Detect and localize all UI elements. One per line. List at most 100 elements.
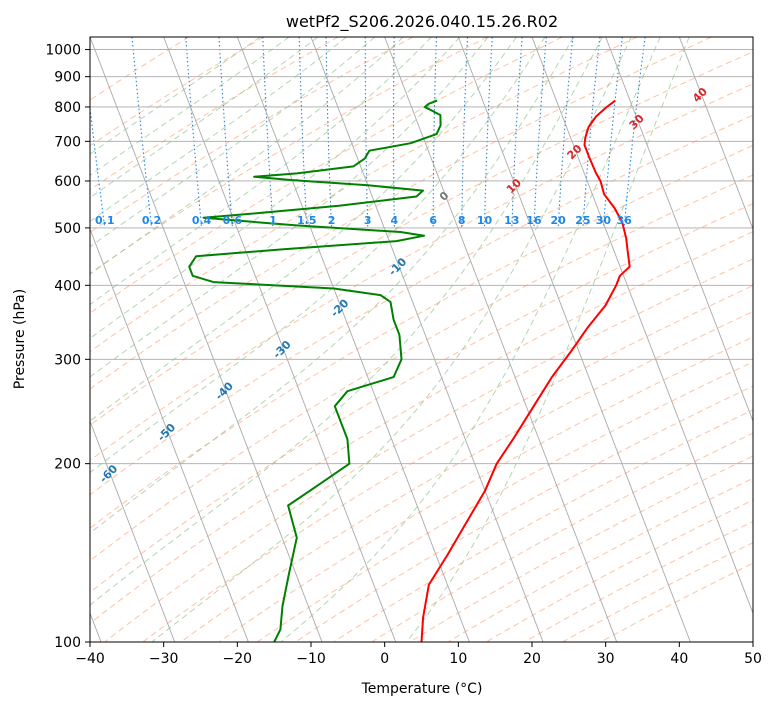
chart-title: wetPf2_S206.2026.040.15.26.R02: [286, 12, 558, 32]
dry-adiabat-line: [409, 455, 753, 642]
moist-adiabat-line: [90, 37, 546, 474]
mixing-ratio-line: [262, 37, 274, 228]
mixing-ratio-line: [131, 37, 153, 228]
y-tick-label: 600: [54, 174, 81, 190]
moist-adiabat-line: [90, 37, 261, 155]
y-tick-label: 900: [54, 70, 81, 86]
mixing-ratio-label: 3: [364, 214, 372, 227]
moist-adiabat-line: [280, 37, 661, 642]
dry-adiabat-line: [142, 285, 753, 642]
mixing-ratio-label: 0.1: [95, 214, 115, 227]
y-tick-label: 400: [54, 278, 81, 294]
dry-adiabat-line: [104, 258, 753, 642]
isotherm-line: [163, 37, 397, 642]
dry-adiabat-line: [90, 203, 753, 594]
mixing-ratio-label: 0.6: [223, 214, 243, 227]
y-tick-label: 500: [54, 221, 81, 237]
mixing-ratio-label: 13: [504, 214, 519, 227]
dry-adiabat-line: [562, 542, 753, 642]
y-tick-label: 1000: [45, 43, 81, 59]
moist-adiabat-line: [90, 37, 319, 199]
moist-adiabat-line: [90, 37, 461, 340]
x-tick-label: 40: [670, 651, 688, 667]
dewpoint-line: [188, 99, 442, 642]
isotherm-line: [90, 419, 176, 642]
dry-adiabat-line: [90, 144, 753, 529]
dry-adiabat-line: [447, 477, 753, 642]
isotherm-label: 30: [627, 112, 647, 132]
dry-adiabat-line: [90, 37, 638, 353]
mixing-ratio-line: [185, 37, 203, 228]
mixing-ratio-line: [602, 37, 623, 228]
isotherm-line: [90, 227, 249, 642]
moist-adiabat-line: [406, 37, 690, 642]
isotherm-line: [384, 37, 618, 642]
moist-adiabat-line: [90, 37, 489, 378]
y-tick-label: 100: [54, 635, 81, 651]
moist-adiabat-line: [90, 37, 603, 606]
mixing-ratio-line: [298, 37, 308, 228]
dry-adiabat-line: [90, 231, 753, 624]
dry-adiabat-line: [218, 336, 753, 642]
mixing-ratio-label: 6: [429, 214, 437, 227]
isotherm-label: 40: [690, 85, 710, 105]
y-tick-label: 700: [54, 134, 81, 150]
mixing-ratio-label: 25: [575, 214, 590, 227]
dry-adiabat-line: [90, 37, 414, 233]
x-tick-label: 50: [744, 651, 762, 667]
isotherm-label: 0: [437, 189, 452, 204]
x-tick-label: −40: [75, 651, 105, 667]
isotherm-line: [678, 37, 753, 231]
dry-adiabat-line: [257, 361, 753, 642]
mixing-ratio-line: [483, 37, 493, 228]
dry-adiabat-line: [524, 520, 753, 642]
mixing-ratio-line: [533, 37, 547, 228]
x-tick-label: 30: [597, 651, 615, 667]
dry-adiabat-line: [90, 37, 563, 314]
moist-adiabat-line: [90, 37, 290, 176]
mixing-ratio-label: 0.2: [142, 214, 162, 227]
x-axis-label: Temperature (°C): [361, 681, 483, 697]
dry-adiabat-line: [90, 37, 190, 101]
isotherm-line: [752, 37, 753, 39]
moist-adiabat-line: [90, 37, 376, 248]
isotherm-label: 10: [504, 176, 524, 196]
isotherm-line: [90, 37, 323, 642]
moist-adiabat-line: [90, 37, 347, 222]
isotherm-label: -50: [155, 421, 178, 444]
mixing-ratio-line: [90, 104, 106, 228]
dry-adiabat-line: [90, 37, 712, 390]
mixing-ratio-line: [432, 37, 437, 228]
dry-adiabat-line: [90, 37, 488, 274]
isotherm-label: -40: [213, 379, 236, 402]
mixing-ratio-label: 1: [269, 214, 277, 227]
isotherm-line: [531, 37, 753, 615]
mixing-ratio-line: [582, 37, 601, 228]
mixing-ratio-label: 36: [616, 214, 632, 227]
dry-adiabat-line: [90, 114, 753, 496]
dry-adiabat-line: [90, 37, 264, 147]
dry-adiabat-line: [295, 385, 753, 642]
mixing-ratio-label: 10: [477, 214, 493, 227]
y-tick-label: 200: [54, 457, 81, 473]
mixing-ratio-label: 0.4: [192, 214, 212, 227]
y-axis-label: Pressure (hPa): [12, 289, 28, 389]
isotherm-line: [310, 37, 544, 642]
mixing-ratio-label: 8: [458, 214, 466, 227]
isotherm-line: [457, 37, 691, 642]
x-tick-label: −10: [296, 651, 326, 667]
mixing-ratio-line: [557, 37, 574, 228]
plot-area: [90, 37, 753, 642]
mixing-ratio-label: 2: [328, 214, 336, 227]
mixing-ratio-line: [364, 37, 369, 228]
x-tick-label: −30: [149, 651, 179, 667]
x-tick-label: 10: [449, 651, 467, 667]
isotherm-label: 20: [565, 142, 585, 162]
mixing-ratio-label: 20: [551, 214, 567, 227]
isotherm-line: [605, 37, 753, 423]
y-tick-label: 300: [54, 352, 81, 368]
y-tick-label: 800: [54, 100, 81, 116]
mixing-ratio-line: [461, 37, 469, 228]
x-tick-label: 20: [523, 651, 541, 667]
